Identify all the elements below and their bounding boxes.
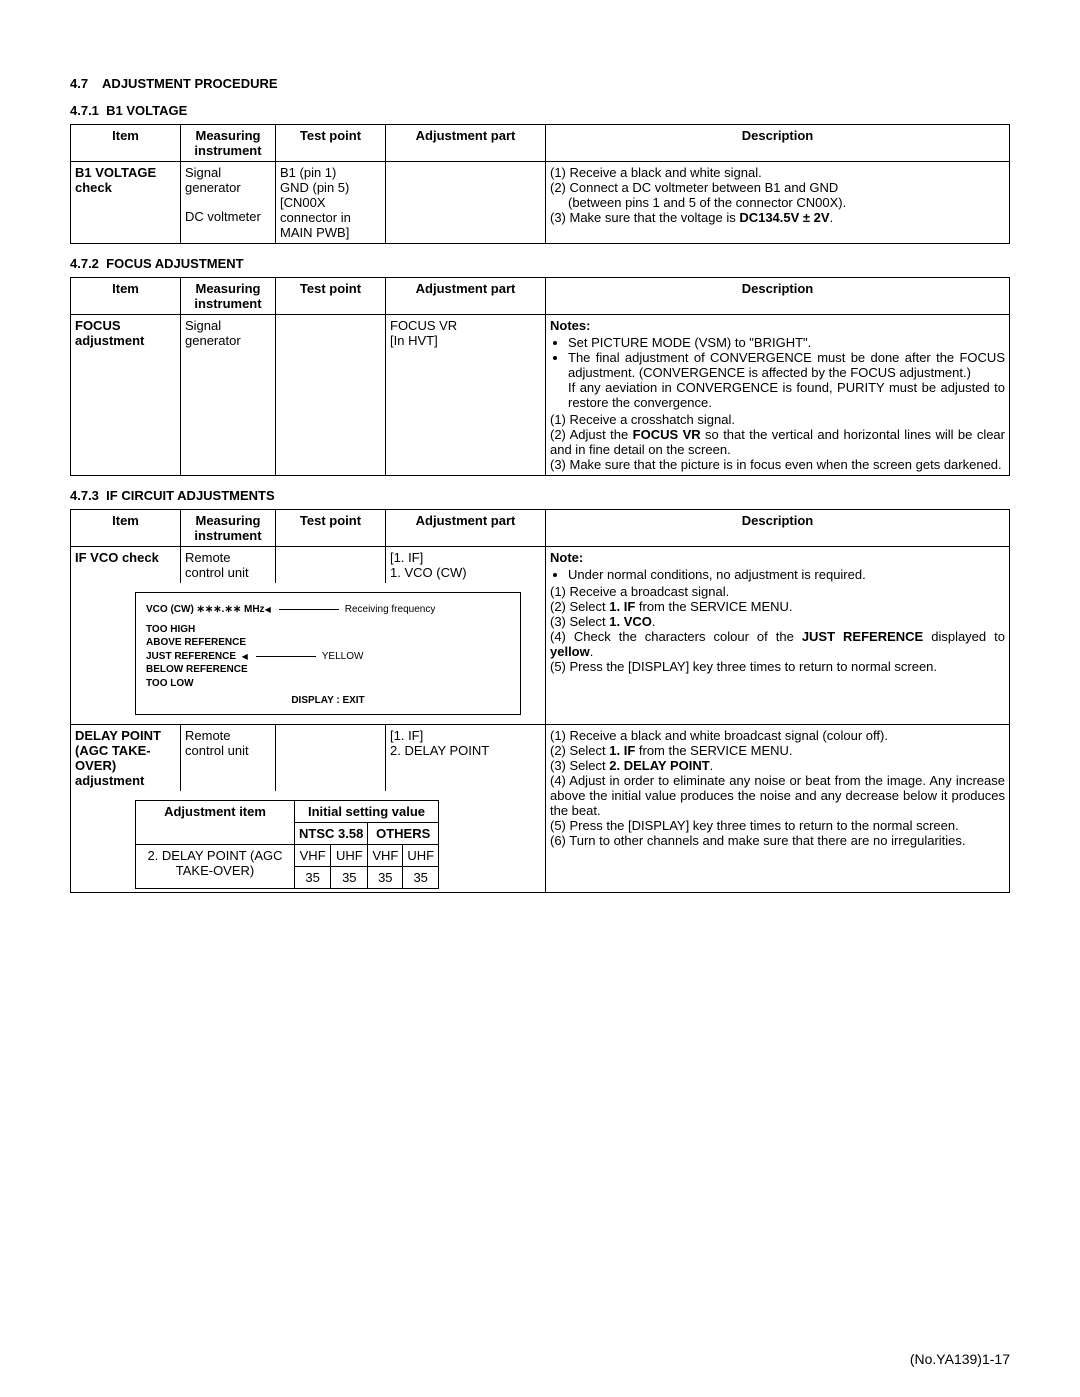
subsection-472: 4.7.2 FOCUS ADJUSTMENT (70, 256, 1010, 271)
cell-item: B1 VOLTAGE check (71, 162, 181, 244)
cell-description: (1) Receive a black and white signal. (2… (546, 162, 1010, 244)
section-heading: 4.7 ADJUSTMENT PROCEDURE (70, 76, 1010, 91)
table-header-row: Item Measuring instrument Test point Adj… (71, 125, 1010, 162)
table-focus: Item Measuring instrument Test point Adj… (70, 277, 1010, 476)
arrow-left-icon (242, 650, 250, 664)
section-title: ADJUSTMENT PROCEDURE (102, 76, 278, 91)
table-row: B1 VOLTAGE check Signal generator DC vol… (71, 162, 1010, 244)
initial-setting-table: Adjustment item Initial setting value NT… (135, 800, 439, 889)
table-header-row: Item Measuring instrument Test point Adj… (71, 278, 1010, 315)
vco-diagram: VCO (CW) ∗∗∗.∗∗ MHz Receiving frequency … (135, 592, 521, 715)
cell-testpoint: B1 (pin 1) GND (pin 5) [CN00X connector … (276, 162, 386, 244)
cell-instrument: Signal generator DC voltmeter (181, 162, 276, 244)
table-if-circuit: Item Measuring instrument Test point Adj… (70, 509, 1010, 893)
th-adjpart: Adjustment part (386, 125, 546, 162)
cell-adjpart: FOCUS VR [In HVT] (386, 315, 546, 476)
section-number: 4.7 (70, 76, 88, 91)
subsection-473: 4.7.3 IF CIRCUIT ADJUSTMENTS (70, 488, 1010, 503)
page-footer: (No.YA139)1-17 (910, 1351, 1010, 1367)
subsection-471: 4.7.1 B1 VOLTAGE (70, 103, 1010, 118)
arrow-left-icon (265, 603, 273, 617)
table-row: DELAY POINT (AGC TAKE-OVER) adjustment R… (71, 724, 1010, 791)
th-testpoint: Test point (276, 125, 386, 162)
th-description: Description (546, 125, 1010, 162)
th-item: Item (71, 125, 181, 162)
th-instrument: Measuring instrument (181, 125, 276, 162)
table-b1-voltage: Item Measuring instrument Test point Adj… (70, 124, 1010, 244)
table-header-row: Item Measuring instrument Test point Adj… (71, 510, 1010, 547)
table-row: IF VCO check Remote control unit [1. IF]… (71, 547, 1010, 584)
cell-adjpart (386, 162, 546, 244)
table-row: FOCUS adjustment Signal generator FOCUS … (71, 315, 1010, 476)
